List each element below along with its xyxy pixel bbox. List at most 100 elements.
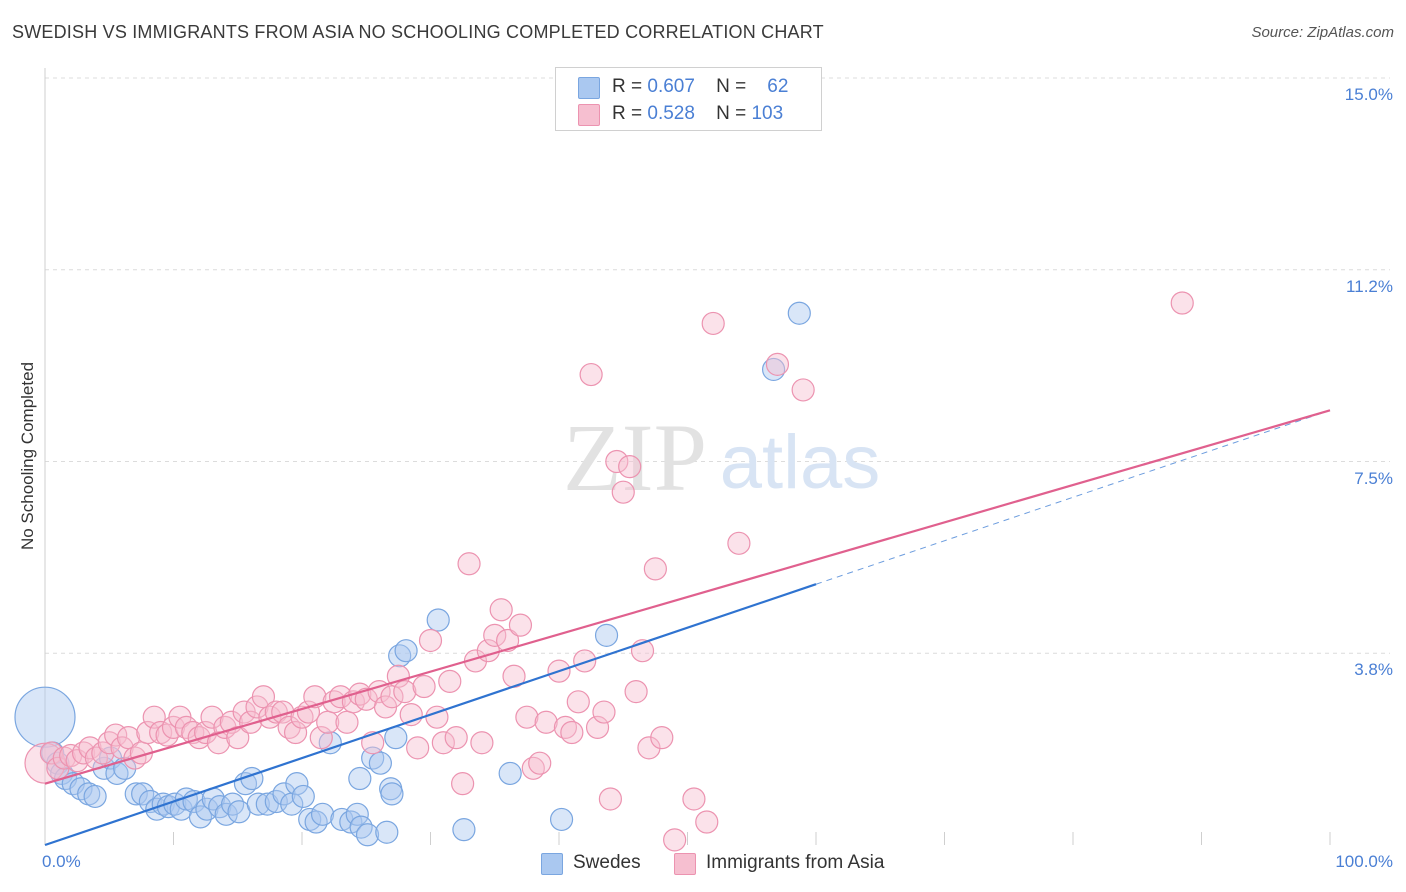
swedes-point xyxy=(310,802,335,826)
asia-point xyxy=(560,720,584,745)
y-tick-label: 3.8% xyxy=(1354,660,1393,680)
asia-point xyxy=(695,810,719,834)
asia-point xyxy=(765,352,790,376)
asia-point xyxy=(399,703,423,727)
swedes-point xyxy=(246,792,270,816)
asia-point xyxy=(605,449,629,474)
asia-trend-line xyxy=(44,409,1331,785)
asia-point xyxy=(200,705,224,729)
asia-point xyxy=(566,690,590,714)
asia-point xyxy=(39,741,64,765)
swedes-point xyxy=(375,820,399,844)
swedes-trend-line xyxy=(44,583,817,847)
swedes-point xyxy=(368,751,392,775)
points-layer xyxy=(14,291,1194,852)
asia-point xyxy=(97,731,121,755)
trend-layer xyxy=(44,409,1331,847)
asia-point xyxy=(136,720,160,745)
watermark-atlas: atlas xyxy=(720,420,881,505)
asia-point xyxy=(611,480,635,504)
asia-point xyxy=(444,726,468,750)
asia-point xyxy=(335,710,359,734)
series-legend: Swedes Immigrants from Asia xyxy=(0,851,1406,879)
asia-point xyxy=(206,731,231,755)
legend-n-label: N = xyxy=(716,103,747,124)
swedes-trend-extension xyxy=(815,409,1331,585)
asia-point xyxy=(585,715,610,739)
swedes-point xyxy=(291,784,315,809)
swedes-point xyxy=(787,301,811,325)
asia-point xyxy=(592,700,616,724)
swedes-point xyxy=(452,818,476,842)
asia-point xyxy=(418,628,443,653)
swedes-point xyxy=(498,761,522,786)
correlation-legend: R = 0.607 N = 62 R = 0.528 N = 103 xyxy=(555,67,822,131)
asia-point xyxy=(303,685,327,709)
swedes-point xyxy=(14,686,76,748)
asia-point xyxy=(528,751,552,775)
swedes-point xyxy=(394,639,418,663)
legend-label-swedes: Swedes xyxy=(573,852,641,873)
swedes-point xyxy=(355,823,380,847)
y-axis-label: No Schooling Completed xyxy=(18,361,37,551)
asia-point xyxy=(239,710,263,734)
asia-point xyxy=(701,311,725,336)
asia-point xyxy=(534,710,558,734)
swedes-point xyxy=(221,792,245,816)
chart-title: SWEDISH VS IMMIGRANTS FROM ASIA NO SCHOO… xyxy=(12,22,824,42)
asia-point xyxy=(663,828,687,852)
asia-point xyxy=(451,772,475,796)
asia-point xyxy=(65,749,89,773)
x-tick-label-min: 0.0% xyxy=(42,852,81,871)
asia-point xyxy=(406,736,430,760)
swedes-point xyxy=(594,623,619,647)
swedes-point xyxy=(349,815,373,839)
asia-point xyxy=(650,726,674,750)
asia-point xyxy=(598,787,623,811)
asia-point xyxy=(682,787,706,811)
swedes-point xyxy=(124,782,148,806)
source-label: Source: ZipAtlas.com xyxy=(1251,24,1394,41)
asia-point xyxy=(573,649,597,673)
swedes-point xyxy=(345,802,369,826)
asia-point xyxy=(309,726,333,750)
asia-point xyxy=(483,623,507,647)
legend-label-asia: Immigrants from Asia xyxy=(706,852,885,873)
legend-r-label: R = xyxy=(612,76,643,97)
legend-swatch-pink xyxy=(578,104,600,126)
swedes-point xyxy=(348,766,372,791)
legend-n-value: 62 xyxy=(767,76,789,97)
asia-point xyxy=(142,705,166,729)
asia-point xyxy=(643,557,667,581)
swedes-point xyxy=(83,784,107,809)
asia-point xyxy=(727,531,751,555)
swedes-point xyxy=(426,608,450,632)
asia-point xyxy=(508,613,533,637)
legend-r-label: R = xyxy=(612,103,643,124)
legend-r-value: 0.607 xyxy=(647,76,695,97)
asia-point xyxy=(624,679,648,704)
asia-point xyxy=(489,598,513,622)
swedes-point xyxy=(285,772,309,796)
asia-point xyxy=(393,679,417,704)
legend-r-value: 0.528 xyxy=(647,103,695,124)
legend-swatch-blue xyxy=(578,77,600,99)
asia-point xyxy=(579,362,603,387)
x-tick-label-max: 100.0% xyxy=(1335,852,1393,871)
y-tick-label: 15.0% xyxy=(1344,85,1393,104)
asia-point xyxy=(438,669,462,693)
asia-point xyxy=(431,731,455,755)
swedes-point xyxy=(255,792,279,816)
axis-layer xyxy=(44,68,1331,845)
legend-swatch-pink xyxy=(674,853,696,875)
asia-point xyxy=(412,674,436,699)
asia-point xyxy=(1170,291,1194,315)
y-tick-label: 11.2% xyxy=(1346,276,1393,296)
swedes-point xyxy=(304,810,328,834)
swedes-point xyxy=(188,805,213,829)
swedes-point xyxy=(549,807,574,832)
grid-layer xyxy=(45,77,1390,654)
legend-swatch-blue xyxy=(541,853,563,875)
legend-n-value: 103 xyxy=(751,103,784,124)
